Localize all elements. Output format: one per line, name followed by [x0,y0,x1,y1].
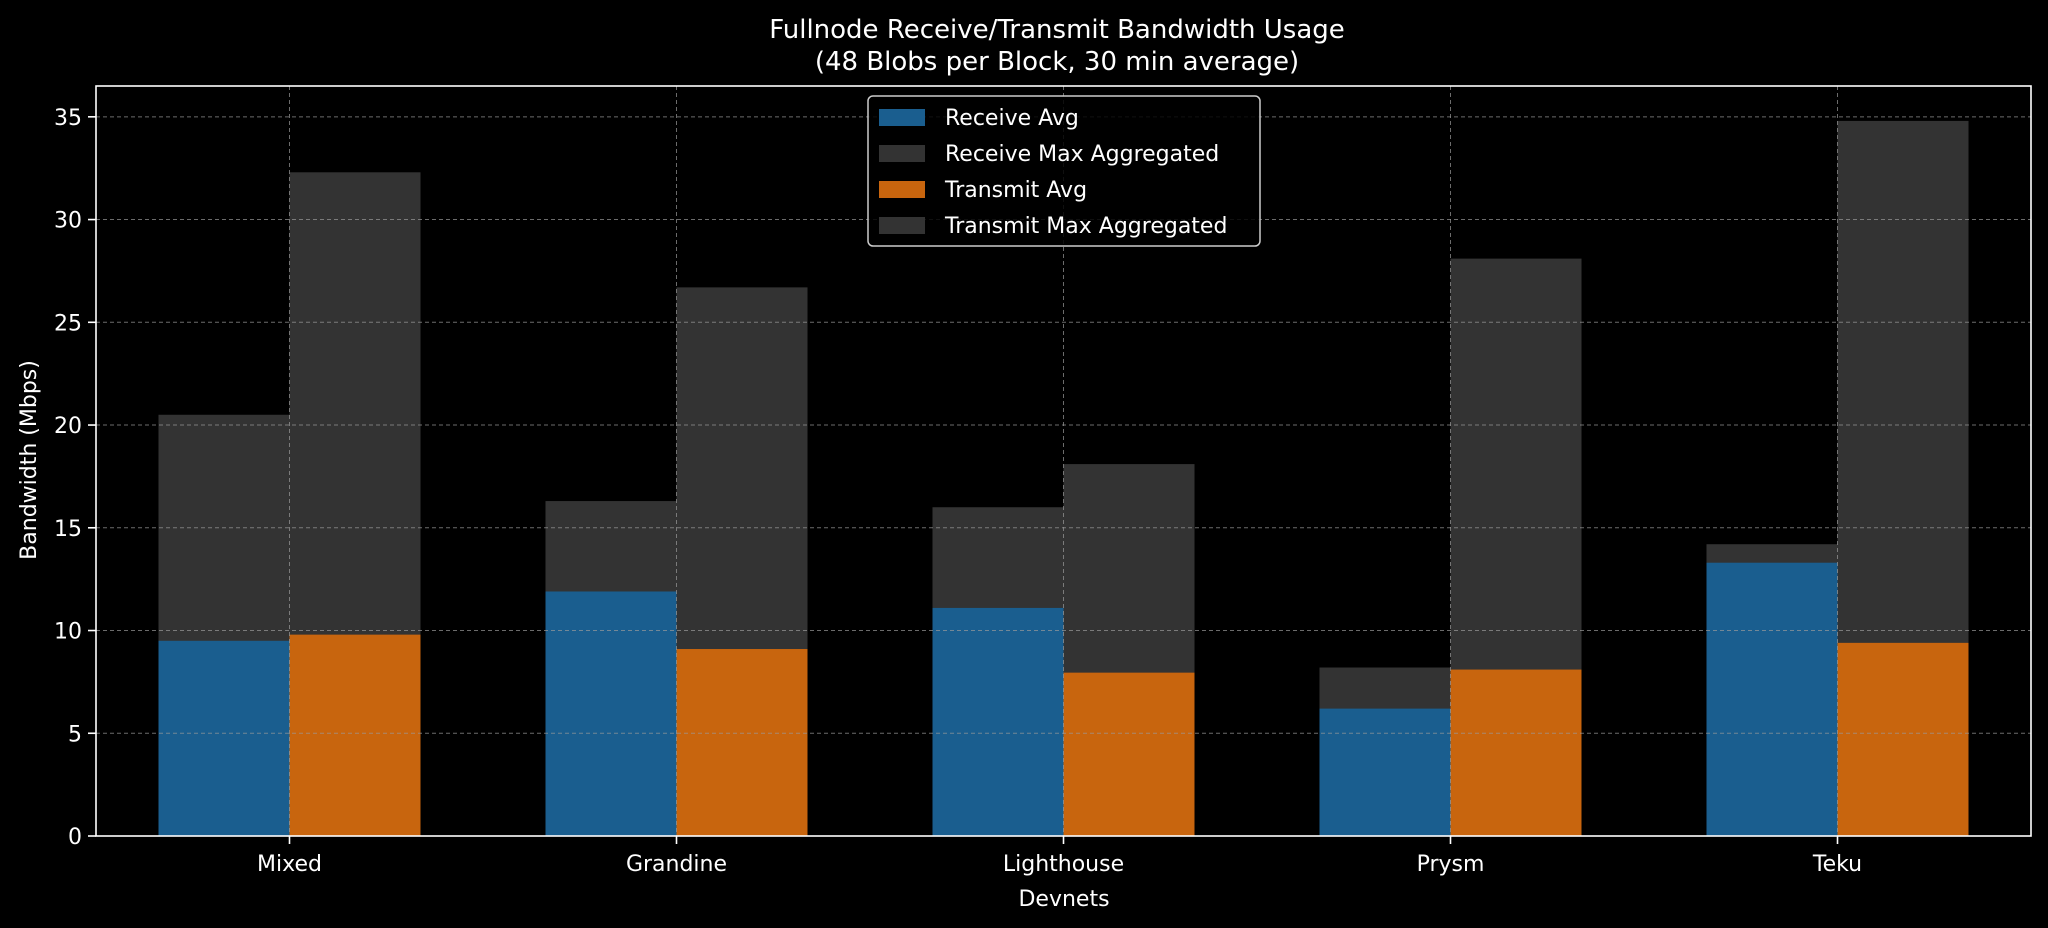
bar-transmit-avg-mixed [289,634,421,836]
bar-receive-avg-mixed [158,640,290,836]
bar-transmit-avg-prysm [1450,669,1582,836]
x-tick-label: Teku [1812,852,1862,877]
bar-transmit-avg-teku [1837,642,1969,836]
bar-transmit-avg-lighthouse [1063,672,1195,836]
chart-title: Fullnode Receive/Transmit Bandwidth Usag… [769,15,1345,45]
x-axis-label: Devnets [1018,887,1109,912]
legend-label: Receive Avg [945,106,1079,131]
y-tick-label: 35 [54,106,82,131]
legend: Receive Avg Receive Max Aggregated Transmi… [867,95,1261,247]
y-tick-label: 0 [68,825,82,850]
bar-transmit-avg-grandine [676,649,808,836]
y-tick-label: 20 [54,414,82,439]
x-tick-label: Grandine [626,852,727,877]
y-tick-label: 30 [54,209,82,234]
legend-box [867,95,1261,247]
legend-label: Receive Max Aggregated [945,142,1219,167]
legend-label: Transmit Avg [944,178,1087,203]
legend-swatch [879,109,925,126]
legend-swatch [879,181,925,198]
x-tick-label: Lighthouse [1003,852,1124,877]
x-tick-label: Mixed [257,852,322,877]
plot-area: 0 5 10 15 20 25 30 35 Mixed Grandine Lighthouse Pry… [54,85,2032,877]
y-tick-label: 15 [54,517,82,542]
bar-receive-avg-grandine [545,591,677,836]
x-tick-label: Prysm [1417,852,1485,877]
bar-receive-avg-teku [1706,562,1838,836]
y-tick-label: 10 [54,620,82,645]
bar-receive-avg-prysm [1319,708,1451,836]
y-axis-label: Bandwidth (Mbps) [17,360,42,560]
y-tick-label: 25 [54,311,82,336]
bar-receive-avg-lighthouse [932,607,1064,836]
chart-subtitle: (48 Blobs per Block, 30 min average) [815,47,1299,77]
legend-label: Transmit Max Aggregated [944,214,1227,239]
legend-swatch [879,145,925,162]
y-tick-label: 5 [68,722,82,747]
legend-swatch [879,217,925,234]
